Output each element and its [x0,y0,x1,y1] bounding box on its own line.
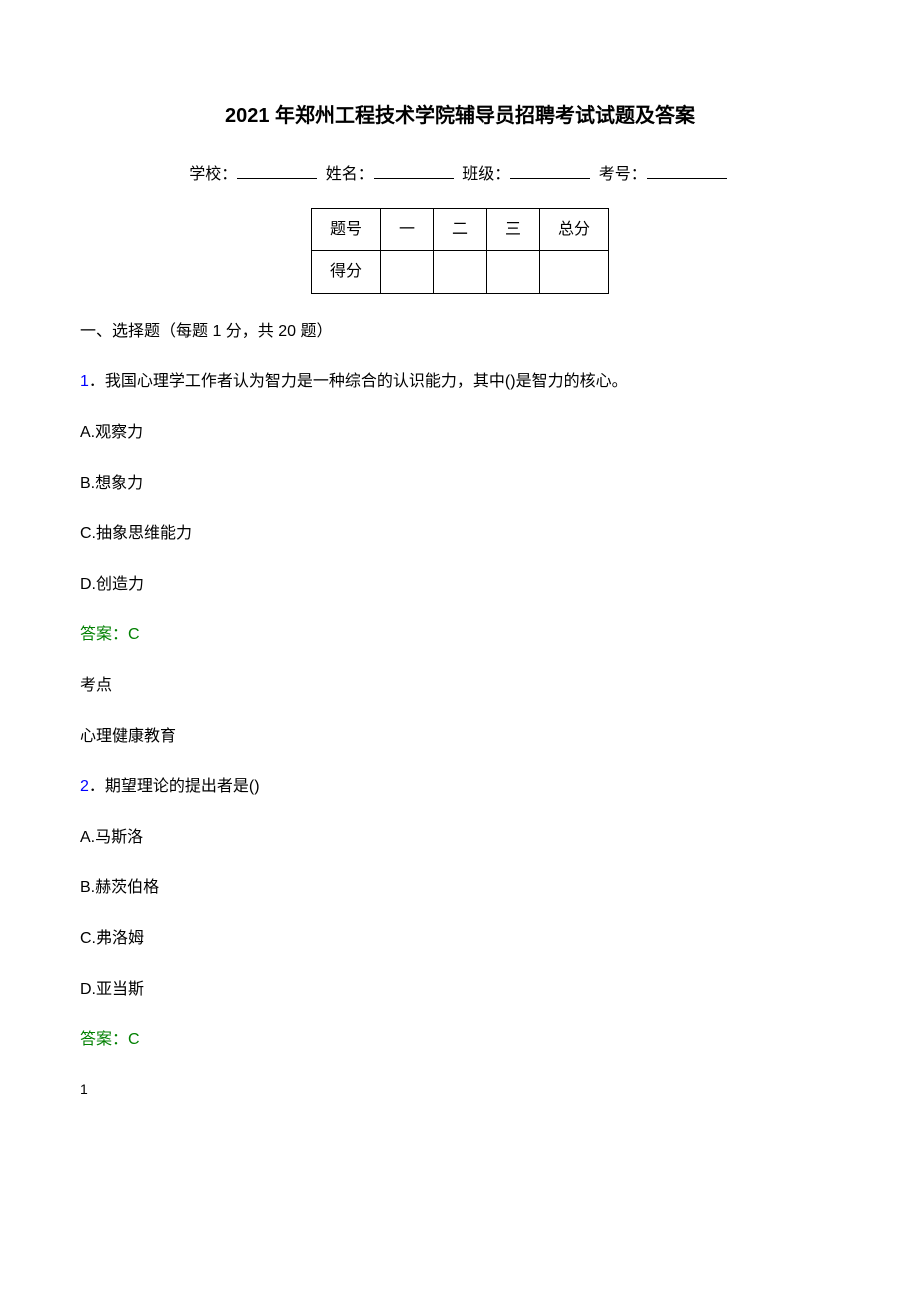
question-2: 2．期望理论的提出者是() A.马斯洛 B.赫茨伯格 C.弗洛姆 D.亚当斯 答… [80,774,840,1053]
document-title: 2021 年郑州工程技术学院辅导员招聘考试试题及答案 [80,100,840,132]
school-label: 学校： [189,166,237,183]
table-row: 得分 [311,251,608,294]
question-2-option-a: A.马斯洛 [80,825,840,851]
table-cell [433,251,486,294]
section-1-header: 一、选择题（每题 1 分，共 20 题） [80,319,840,345]
class-blank [510,178,590,179]
question-1-option-c: C.抽象思维能力 [80,521,840,547]
question-2-number: 2 [80,778,89,795]
class-label: 班级： [462,166,510,183]
question-1-option-b: B.想象力 [80,471,840,497]
school-blank [237,178,317,179]
table-cell: 得分 [311,251,380,294]
question-1-body: ．我国心理学工作者认为智力是一种综合的认识能力，其中()是智力的核心。 [89,373,628,390]
question-1-text: 1．我国心理学工作者认为智力是一种综合的认识能力，其中()是智力的核心。 [80,369,840,395]
name-label: 姓名： [326,166,374,183]
score-table: 题号 一 二 三 总分 得分 [311,208,609,294]
table-cell: 总分 [540,208,609,251]
question-1-number: 1 [80,373,89,390]
page-number: 1 [80,1078,840,1100]
question-2-option-b: B.赫茨伯格 [80,875,840,901]
question-1: 1．我国心理学工作者认为智力是一种综合的认识能力，其中()是智力的核心。 A.观… [80,369,840,749]
table-cell: 题号 [311,208,380,251]
table-cell [487,251,540,294]
exam-id-label: 考号： [599,166,647,183]
question-1-option-a: A.观察力 [80,420,840,446]
question-2-option-d: D.亚当斯 [80,977,840,1003]
table-cell: 三 [487,208,540,251]
question-2-answer: 答案：C [80,1027,840,1053]
table-cell: 二 [433,208,486,251]
question-1-topic-label: 考点 [80,673,840,699]
student-info-row: 学校： 姓名： 班级： 考号： [80,162,840,188]
question-2-option-c: C.弗洛姆 [80,926,840,952]
table-row: 题号 一 二 三 总分 [311,208,608,251]
question-2-body: ．期望理论的提出者是() [89,778,260,795]
question-1-answer: 答案：C [80,622,840,648]
table-cell [380,251,433,294]
exam-id-blank [647,178,727,179]
table-cell [540,251,609,294]
question-1-topic-value: 心理健康教育 [80,724,840,750]
question-2-text: 2．期望理论的提出者是() [80,774,840,800]
table-cell: 一 [380,208,433,251]
question-1-option-d: D.创造力 [80,572,840,598]
name-blank [374,178,454,179]
